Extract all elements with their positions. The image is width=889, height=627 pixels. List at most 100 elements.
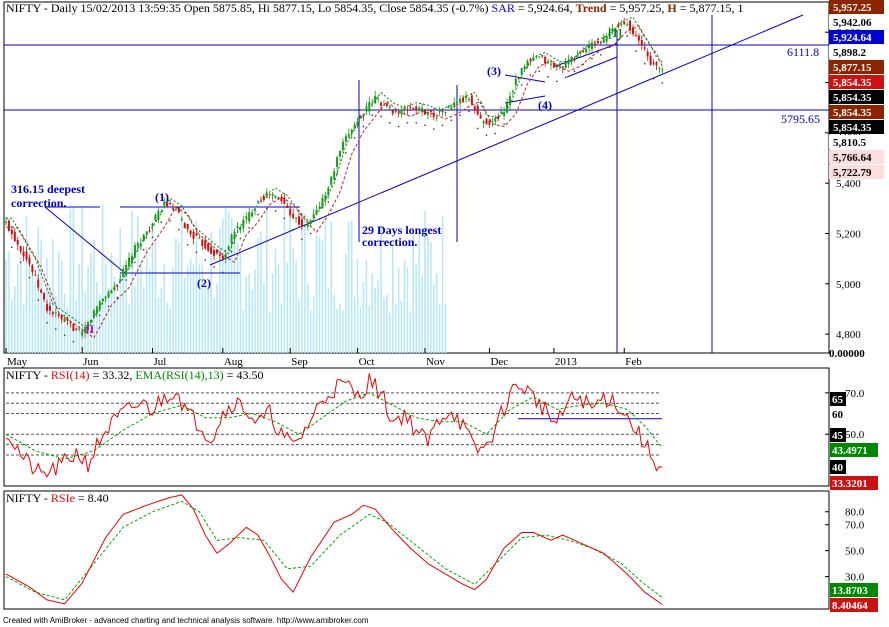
candle-body xyxy=(447,106,450,108)
volume-bar xyxy=(25,216,28,353)
sar-dot xyxy=(529,74,532,76)
candle-body xyxy=(637,35,640,41)
header-h-value: = 5,877.15, xyxy=(677,1,738,15)
volume-bar xyxy=(427,234,429,353)
rsi-level-box xyxy=(830,392,846,406)
volume-bar xyxy=(148,268,151,353)
candle-body xyxy=(22,251,25,257)
candle-body xyxy=(283,198,286,204)
date-tick-label: Feb xyxy=(625,356,642,368)
candle-body xyxy=(614,27,617,32)
volume-bar xyxy=(368,305,371,353)
candle-body xyxy=(5,221,7,223)
volume-bar xyxy=(60,259,63,353)
candle-body xyxy=(617,24,620,27)
candle-body xyxy=(400,109,403,115)
sar-dot xyxy=(151,236,154,239)
candle-body xyxy=(66,318,69,321)
price-tick-label: 5,200 xyxy=(836,228,861,240)
price-header: NIFTY - Daily 15/02/2013 13:59:35 Open 5… xyxy=(6,1,743,15)
volume-bar xyxy=(318,236,321,353)
sar-dot xyxy=(406,121,409,124)
candle-body xyxy=(154,214,157,221)
candle-body xyxy=(514,78,517,85)
volume-bar xyxy=(57,251,60,353)
price-level-value: 5,957.25 xyxy=(833,2,872,14)
level-6111-label: 6111.8 xyxy=(787,45,819,59)
volume-bar xyxy=(198,263,201,353)
volume-bar xyxy=(412,229,415,353)
candle-body xyxy=(189,230,192,235)
sar-dot xyxy=(134,261,136,264)
volume-bar xyxy=(441,216,444,353)
volume-bar xyxy=(40,240,42,353)
volume-bar xyxy=(22,304,25,353)
candle-body xyxy=(620,24,623,26)
candle-body xyxy=(116,285,119,287)
sar-dot xyxy=(599,54,602,56)
sar-dot xyxy=(608,46,611,49)
rsi-panel[interactable]: 70.0 50.0 65 60 45 43.4971 40 33.3201 NIFTY - … xyxy=(3,367,878,490)
candle-body xyxy=(110,290,113,294)
volume-bar xyxy=(81,207,83,353)
candle-body xyxy=(315,209,318,215)
candle-body xyxy=(233,232,236,239)
candle-body xyxy=(133,245,136,258)
volume-bar xyxy=(192,264,195,353)
price-level-boxes: 5,957.25 5,942.06 5,924.64 5,898.2 5,877.15 5… xyxy=(829,0,884,179)
volume-bar xyxy=(16,264,19,353)
candle-body xyxy=(403,107,406,110)
volume-bar xyxy=(292,248,294,353)
candle-body xyxy=(661,69,664,71)
candle-body xyxy=(643,47,646,49)
candle-body xyxy=(25,251,28,260)
volume-bar xyxy=(245,277,248,353)
rsi-line xyxy=(5,373,663,478)
volume-bar xyxy=(286,262,289,353)
volume-bar xyxy=(125,274,127,353)
candle-body xyxy=(567,60,570,65)
volume-bar xyxy=(34,281,37,353)
sar-dot xyxy=(512,100,514,103)
volume-bar xyxy=(430,242,432,353)
candle-body xyxy=(198,237,201,239)
price-level-value: 5,766.64 xyxy=(833,152,872,164)
sar-dot xyxy=(301,238,303,240)
candle-body xyxy=(538,56,541,58)
price-level-value: 5,942.06 xyxy=(833,17,872,29)
price-tick-label: 4,800 xyxy=(836,329,861,341)
sar-dot xyxy=(239,237,242,240)
rsie-panel[interactable]: 80.070.0 50.0 30.0 13.8703 8.40464 NIFTY - … xyxy=(3,490,878,612)
candle-body xyxy=(92,310,95,318)
candle-body xyxy=(54,312,57,314)
candle-body xyxy=(359,115,362,119)
volume-bar xyxy=(90,252,92,353)
volume-bar xyxy=(327,287,330,353)
candle-body xyxy=(596,40,599,44)
candle-body xyxy=(72,323,75,331)
rsi-header: NIFTY - RSI(14) = 33.32, EMA(RSI(14),13)… xyxy=(6,368,263,382)
candle-body xyxy=(555,65,558,67)
candle-body xyxy=(57,314,60,316)
sar-dot xyxy=(635,50,637,52)
candle-body xyxy=(201,239,204,246)
volume-bar xyxy=(271,273,274,353)
candle-body xyxy=(177,207,180,213)
volume-bar xyxy=(160,288,163,353)
candle-body xyxy=(394,111,397,113)
sar-dot xyxy=(28,276,31,279)
candle-body xyxy=(426,113,429,115)
rsi-header-symbol: NIFTY - xyxy=(6,368,51,382)
volume-bar xyxy=(122,274,124,353)
candle-body xyxy=(104,297,107,299)
wave-4-label: (4) xyxy=(538,98,552,112)
volume-bar xyxy=(339,304,341,353)
candle-body xyxy=(529,58,532,61)
candle-body xyxy=(435,117,438,119)
candle-body xyxy=(300,219,303,227)
rsi-level-box xyxy=(830,460,846,474)
header-trend-label: Trend xyxy=(576,1,607,15)
wave-1-label: (1) xyxy=(155,190,169,204)
sar-dot xyxy=(336,172,338,175)
